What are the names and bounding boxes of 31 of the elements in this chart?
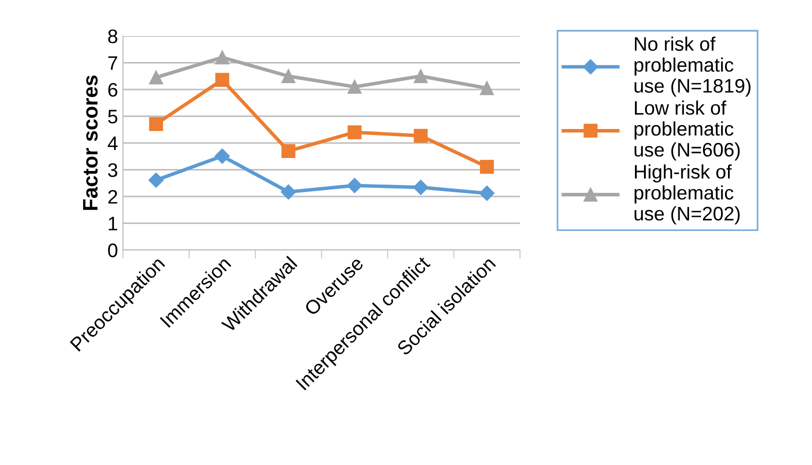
point: [149, 117, 164, 131]
point: [480, 81, 494, 96]
y-tick-label: 2: [108, 190, 118, 204]
point: [480, 160, 494, 174]
point: [214, 148, 230, 164]
point: [348, 125, 362, 140]
y-tick-label: 5: [108, 110, 118, 124]
legend-label: High-risk of problematic use (N=202): [634, 164, 740, 224]
point: [281, 69, 296, 84]
point: [479, 186, 494, 201]
point: [281, 144, 296, 158]
point: [414, 69, 428, 84]
y-tick-label: 8: [108, 29, 118, 44]
point: [148, 172, 164, 188]
y-tick-label: 6: [108, 82, 118, 97]
legend-label: Low risk of problematic use (N=606): [634, 100, 740, 160]
y-tick-label: 1: [108, 216, 118, 230]
point: [414, 128, 428, 143]
point: [280, 184, 296, 200]
point: [215, 72, 230, 87]
y-tick-label: 3: [108, 163, 118, 177]
point: [413, 180, 428, 195]
point: [348, 80, 362, 94]
legend-label: No risk of problematic use (N=1819): [634, 36, 750, 97]
point: [215, 50, 230, 64]
y-tick-label: 7: [108, 56, 118, 70]
y-tick-label: 4: [108, 136, 118, 150]
y-axis-title: Factor scores: [83, 76, 98, 210]
y-tick-label: 0: [108, 243, 118, 258]
point: [149, 70, 164, 84]
point: [347, 178, 362, 194]
